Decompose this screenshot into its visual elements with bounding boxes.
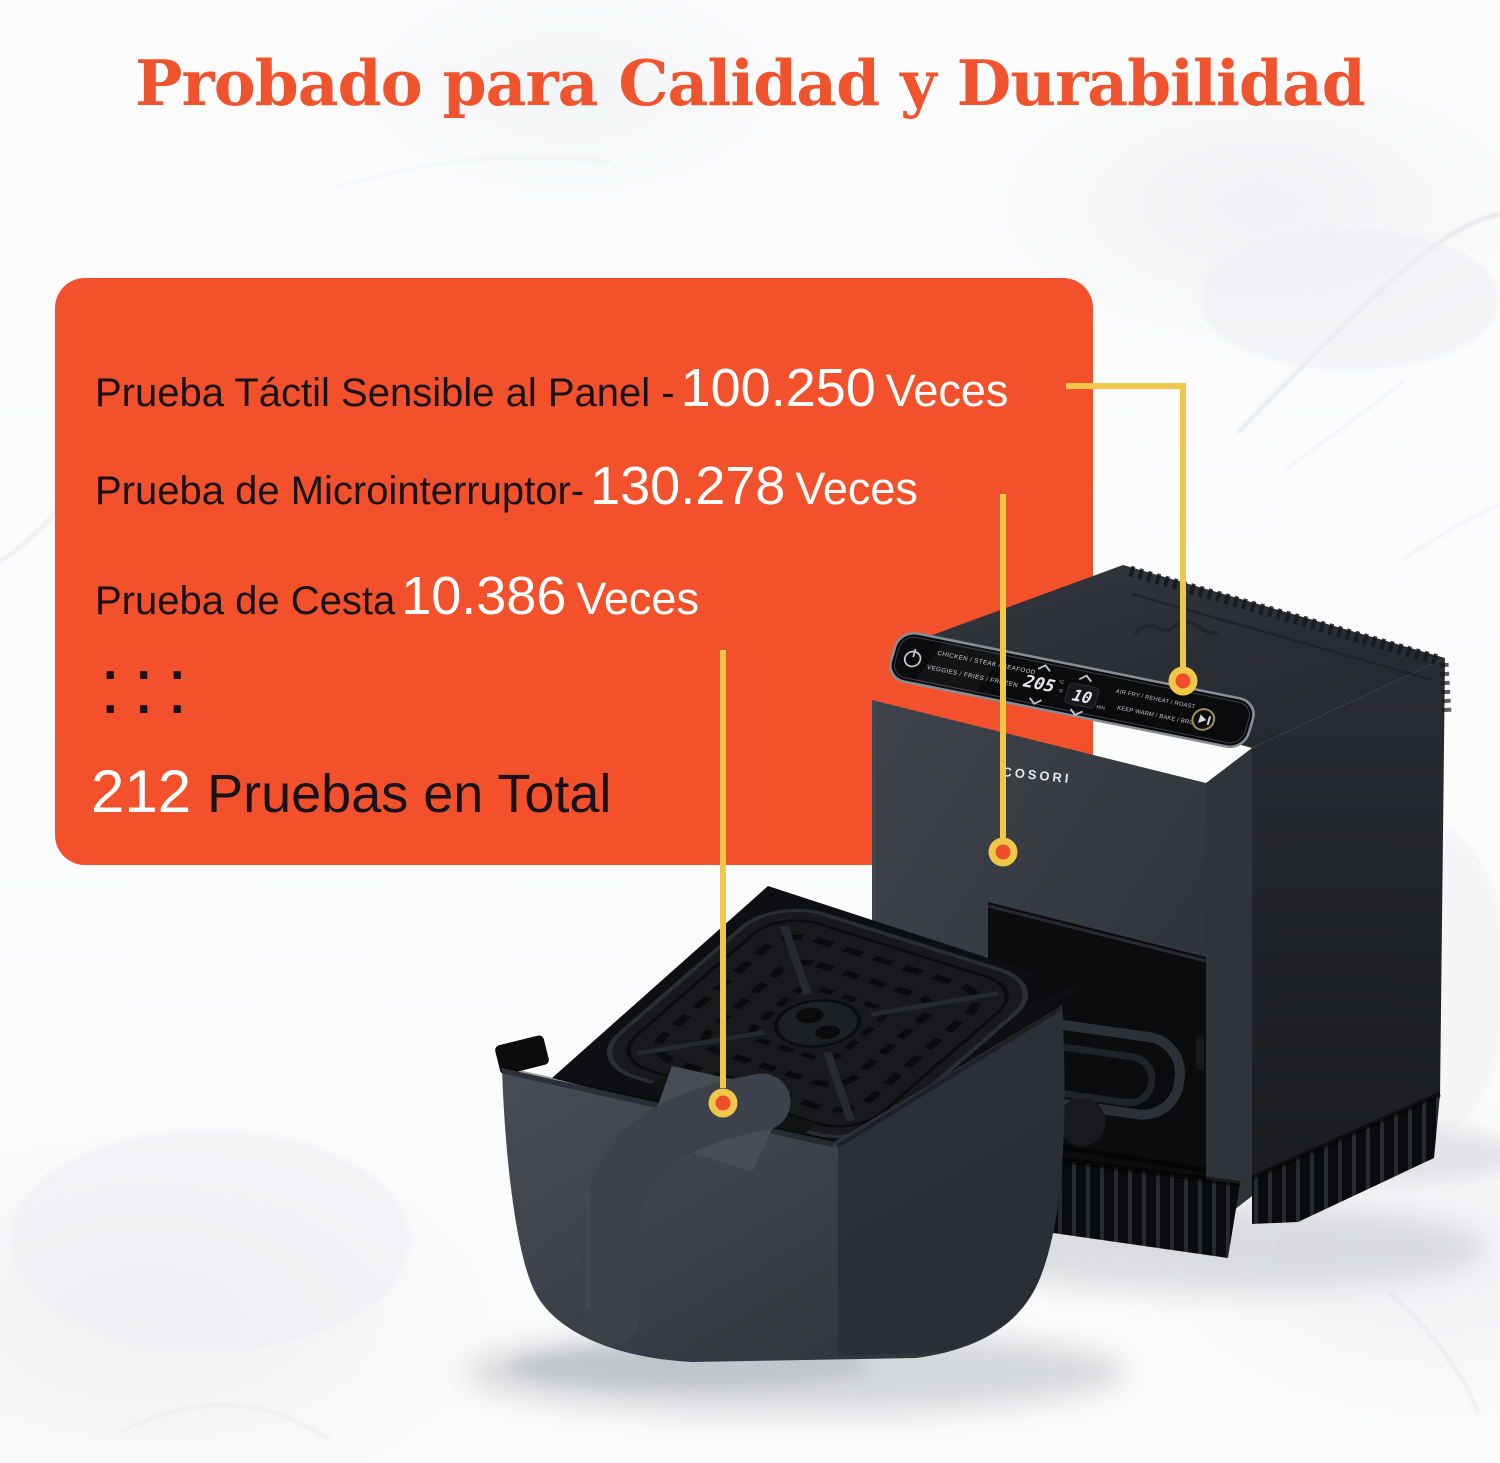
time-unit: MIN [1096, 704, 1106, 710]
base-right-fins [1252, 1094, 1440, 1224]
rim-bracket-right [1022, 959, 1080, 1003]
rim-bracket-left [495, 1035, 549, 1075]
cavity-socket [1058, 1098, 1106, 1146]
callout-dots [708, 666, 1198, 1118]
temp-unit-f: °F [1057, 688, 1064, 695]
total-tests-row: 212 Pruebas en Total [91, 757, 611, 826]
temp-unit-c: °C [1058, 679, 1066, 686]
callout-dot-basket [708, 1088, 738, 1118]
time-display: 10 [1070, 686, 1094, 708]
adjust-chevrons [1028, 664, 1092, 717]
test-value: 130.278 [590, 456, 786, 516]
plate-hub-hole [795, 1007, 824, 1024]
plate-tab [775, 1116, 814, 1135]
total-value: 212 [91, 758, 192, 825]
callout-dot-microswitch [988, 837, 1018, 867]
test-row-touch-panel: Prueba Táctil Sensible al Panel - 100.25… [95, 357, 1008, 419]
plate-ribs [636, 925, 999, 1122]
start-pause-button [1191, 708, 1216, 731]
test-value: 10.386 [401, 566, 567, 626]
time-up-icon [1078, 674, 1092, 683]
glass-reflection [913, 639, 1006, 696]
control-panel-inner-edge [893, 636, 1250, 744]
basket-right-face [838, 1005, 1065, 1356]
callouts [720, 383, 1186, 1088]
control-panel: CHICKEN / STEAK / SEAFOOD VEGGIES / FRIE… [889, 631, 1255, 749]
total-label: Pruebas en Total [207, 764, 612, 824]
power-icon [903, 648, 922, 668]
drawer-latch-slot [1196, 1036, 1204, 1070]
plate-hub-hole [815, 1025, 841, 1040]
test-row-basket: Prueba de Cesta 10.386 Veces [95, 565, 699, 627]
embossed-logo-icon [1133, 620, 1219, 636]
test-label: Prueba de Cesta [95, 579, 396, 623]
corner-bevel [1206, 748, 1252, 1232]
cavity-top-lip [987, 904, 1207, 963]
callout-dot-touch-panel [1168, 666, 1198, 696]
test-value: 100.250 [680, 358, 876, 418]
right-side-face [1252, 658, 1445, 1196]
page-title: Probado para Calidad y Durabilidad [135, 46, 1366, 120]
basket-rim-shadow-right [834, 1005, 1062, 1149]
temp-up-icon [1037, 664, 1051, 672]
test-unit: Veces [576, 573, 699, 624]
test-label: Prueba Táctil Sensible al Panel - [95, 371, 675, 415]
test-unit: Veces [795, 463, 918, 514]
top-face [897, 565, 1445, 748]
brand-logo: COSORI [1002, 764, 1072, 786]
test-row-microswitch: Prueba de Microinterruptor- 130.278 Vece… [95, 455, 918, 517]
time-display-box [1064, 682, 1100, 709]
test-unit: Veces [885, 365, 1009, 416]
pause-bar-icon [1206, 716, 1212, 726]
time-down-icon [1069, 708, 1083, 717]
temp-down-icon [1028, 697, 1042, 705]
callout-line-touch-panel [1066, 383, 1186, 667]
test-label: Prueba de Microinterruptor- [95, 469, 585, 513]
play-icon [1198, 714, 1207, 724]
